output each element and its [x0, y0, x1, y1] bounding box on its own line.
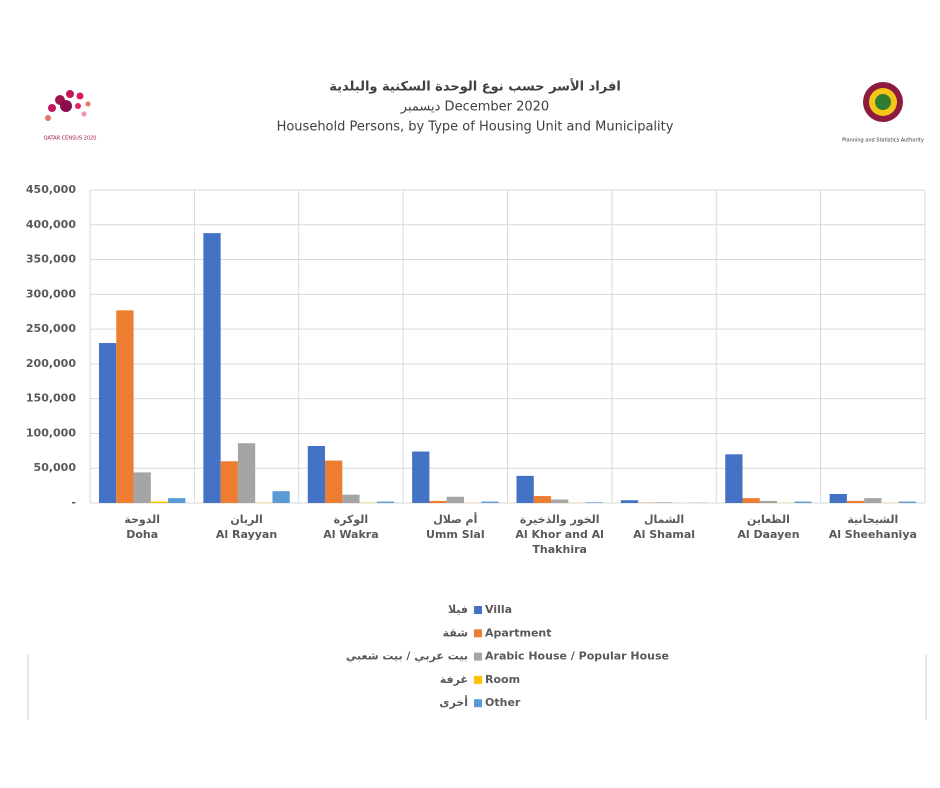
legend-swatch [474, 675, 482, 684]
x-tick-label: الوكرة [333, 513, 369, 526]
legend-swatch [474, 652, 482, 661]
legend-swatch [474, 606, 482, 614]
bar [742, 498, 760, 503]
bar [272, 491, 290, 503]
y-tick-label: 150,000 [26, 392, 76, 405]
bar [794, 501, 812, 503]
x-tick-label: الشمال [643, 513, 685, 526]
legend-label-ar: فيلا [448, 603, 468, 616]
x-tick-label: أم صلال [433, 513, 478, 526]
legend-label-ar: غرفة [440, 673, 468, 686]
x-tick-label: Al Wakra [323, 528, 379, 541]
legend-label: Room [485, 673, 520, 686]
x-tick-label: الظعاين [746, 513, 790, 526]
bar [846, 500, 865, 503]
bar [203, 233, 221, 503]
legend-label: Other [485, 696, 521, 709]
y-tick-label: 400,000 [26, 218, 76, 231]
y-tick-label: 250,000 [26, 322, 76, 335]
chart-subtitle: ديسمبر December 2020 [400, 100, 549, 115]
bar [133, 472, 151, 503]
bar [725, 454, 743, 503]
bar [376, 501, 395, 503]
x-tick-label-box: الشيحانية Al Sheehaniya [828, 513, 917, 541]
bar [759, 500, 778, 503]
bar [864, 498, 882, 503]
y-tick-label: 300,000 [26, 287, 76, 300]
bar [551, 499, 569, 503]
legend-label-ar: أخرى [439, 695, 468, 709]
x-tick-label: Umm Slal [426, 528, 485, 541]
bar [655, 502, 673, 503]
legend-label: Apartment [485, 626, 552, 639]
bar [220, 461, 238, 503]
logo-text: QATAR CENSUS 2020 [44, 136, 97, 142]
chart-title-ar: افراد الأسر حسب نوع الوحدة السكنية والبل… [329, 78, 621, 95]
bar [533, 496, 552, 503]
y-tick-label: 350,000 [26, 253, 76, 266]
bar [620, 500, 639, 503]
x-tick-label-box: الشمال Al Shamal [633, 513, 696, 541]
x-tick-label: الدوحة [124, 513, 161, 526]
x-tick-label: Al Khor and Al Thakhira [515, 528, 604, 556]
bar [168, 498, 186, 503]
x-tick-label: الخور والذخيرة [519, 513, 600, 526]
bar [412, 451, 430, 503]
x-tick-label: Al Rayyan [215, 528, 278, 541]
bar [237, 443, 256, 503]
logo-text: Planning and Statistics Authority [842, 138, 924, 144]
bar [99, 343, 117, 503]
chart-title: Household Persons, by Type of Housing Un… [277, 120, 674, 135]
x-tick-label-box: الظعاين Al Daayen [737, 513, 800, 541]
x-tick-label-box: أم صلال Umm Slal [426, 513, 485, 541]
x-tick-label: Al Daayen [737, 528, 800, 541]
x-tick-label: Al Sheehaniya [828, 528, 917, 541]
bar [516, 475, 534, 503]
legend-label: Villa [485, 603, 512, 616]
bar [481, 501, 499, 503]
bar [342, 494, 360, 503]
y-tick-label: 50,000 [34, 461, 77, 474]
legend-label-ar: شقة [443, 626, 468, 639]
x-tick-label: الريان [230, 513, 263, 526]
x-tick-label: الشيحانية [847, 513, 899, 526]
legend-swatch [474, 699, 482, 708]
y-tick-label: 100,000 [26, 426, 76, 439]
x-tick-label-box: الدوحة Doha [124, 513, 161, 541]
x-tick-label-box: الريان Al Rayyan [215, 513, 278, 541]
bar [150, 501, 169, 503]
psa-logo: Planning and Statistics Authority [842, 82, 924, 144]
y-tick-label: - [71, 496, 76, 509]
census-logo: QATAR CENSUS 2020 [44, 90, 97, 142]
legend-label-ar: بيت عربي / بيت شعبي [346, 650, 468, 663]
x-tick-label-box: الخور والذخيرة Al Khor and Al Thakhira [515, 513, 604, 556]
x-tick-label: Doha [126, 528, 159, 541]
y-tick-label: 450,000 [26, 183, 76, 196]
bar [429, 500, 447, 503]
bar [829, 493, 847, 503]
bar [898, 501, 916, 503]
bar [585, 502, 603, 503]
bar [307, 445, 326, 503]
legend-swatch [474, 629, 482, 638]
x-tick-label-box: الوكرة Al Wakra [323, 513, 379, 541]
y-tick-label: 200,000 [26, 357, 76, 370]
x-tick-label: Al Shamal [633, 528, 696, 541]
legend-label: Arabic House / Popular House [485, 650, 669, 663]
bar [325, 460, 343, 503]
bar [446, 496, 464, 503]
bar [116, 310, 134, 503]
